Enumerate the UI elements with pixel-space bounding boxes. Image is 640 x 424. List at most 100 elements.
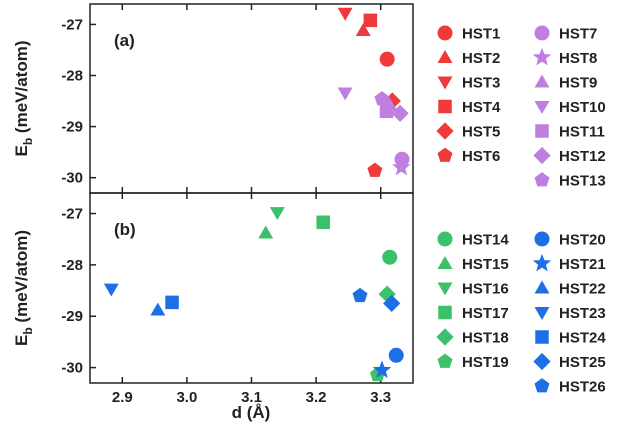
point-hst1 <box>379 51 395 67</box>
legend-marker <box>437 50 453 63</box>
legend-marker <box>436 328 454 346</box>
legend-item-hst23: HST23 <box>534 305 606 322</box>
panel-a: -27 -28 -29 -30 (a) Eb (meV/atom) <box>12 3 414 194</box>
point-hst13 <box>374 91 390 106</box>
legend-marker <box>533 146 551 165</box>
legend-item-hst14: HST14 <box>437 231 509 249</box>
point-hst25 <box>383 294 401 313</box>
legend-label: HST7 <box>559 26 597 43</box>
x-tick-label: 3.0 <box>176 389 197 406</box>
legend-marker <box>535 330 549 344</box>
legend-marker <box>437 282 453 296</box>
legend-marker <box>438 305 452 320</box>
legend-item-hst21: HST21 <box>532 253 606 273</box>
x-tick-label: 3.2 <box>306 389 327 406</box>
legend-label: HST19 <box>462 354 509 371</box>
legend-label: HST26 <box>559 379 606 396</box>
legend-item-hst18: HST18 <box>436 328 509 347</box>
legend-marker <box>437 256 453 269</box>
legend-item-hst16: HST16 <box>437 281 509 298</box>
legend-item-hst5: HST5 <box>436 122 500 141</box>
y-tick-label: -28 <box>61 257 83 274</box>
legend-label: HST9 <box>559 75 597 92</box>
legend-label: HST5 <box>462 124 500 141</box>
point-hst22 <box>150 302 166 316</box>
legend-marker <box>534 378 550 393</box>
point-hst12 <box>391 104 409 122</box>
legend-item-hst19: HST19 <box>437 353 509 371</box>
legend-item-hst3: HST3 <box>437 75 500 92</box>
legend-item-hst8: HST8 <box>532 47 597 67</box>
legend-marker <box>437 147 453 162</box>
legend-item-hst2: HST2 <box>437 50 500 67</box>
y-axis-label: Eb (meV/atom) <box>12 41 35 157</box>
legend-marker <box>437 76 453 90</box>
legend-item-hst13: HST13 <box>534 172 606 190</box>
y-tick-label: -28 <box>61 68 83 85</box>
legend-item-hst10: HST10 <box>534 99 606 116</box>
y-tick-label: -27 <box>61 16 83 33</box>
data-points <box>337 7 411 177</box>
legend-marker <box>535 124 549 138</box>
legend-label: HST10 <box>559 99 606 116</box>
legend-label: HST6 <box>462 148 500 165</box>
point-hst10 <box>337 87 353 101</box>
x-axis-label: d (Å) <box>232 403 271 422</box>
legend-marker <box>534 101 550 114</box>
point-hst7 <box>394 151 410 167</box>
legend-label: HST18 <box>462 330 509 347</box>
x-tick-label: 2.9 <box>112 389 133 406</box>
panel-label: (b) <box>114 220 136 239</box>
legend-label: HST20 <box>559 232 606 249</box>
legend-item-hst22: HST22 <box>534 280 606 298</box>
legend-marker <box>437 25 453 41</box>
y-tick-label: -30 <box>61 170 83 187</box>
legend-label: HST1 <box>462 26 500 43</box>
legend-marker <box>533 352 551 371</box>
legend-item-hst17: HST17 <box>438 305 509 322</box>
point-hst6 <box>367 162 383 177</box>
plot-frame <box>89 192 414 384</box>
point-hst4 <box>363 13 378 28</box>
legend-marker <box>534 172 550 187</box>
point-hst26 <box>352 287 368 303</box>
legend-label: HST16 <box>462 281 509 298</box>
legend-marker <box>534 280 550 294</box>
legend-label: HST11 <box>559 124 605 141</box>
point-hst23 <box>103 283 119 297</box>
legend-item-hst26: HST26 <box>534 378 606 396</box>
legend-item-hst7: HST7 <box>534 25 597 43</box>
legend-label: HST17 <box>462 305 509 322</box>
legend-label: HST14 <box>462 232 509 249</box>
legend: HST1 HST2 HST3 HST4 HST5 HST6 HST7 HST8 HST9 HST1… <box>436 25 606 396</box>
legend-label: HST2 <box>462 50 500 67</box>
legend-marker <box>532 253 552 272</box>
legend-label: HST8 <box>559 50 597 67</box>
y-tick-label: -30 <box>61 360 83 377</box>
point-hst15 <box>258 225 274 239</box>
panel-label: (a) <box>114 31 135 50</box>
legend-marker <box>534 25 550 41</box>
point-hst16 <box>269 207 285 221</box>
legend-label: HST24 <box>559 330 606 347</box>
legend-item-hst9: HST9 <box>534 74 597 92</box>
legend-marker <box>532 47 552 66</box>
y-tick-label: -29 <box>61 308 83 325</box>
legend-label: HST25 <box>559 354 606 371</box>
legend-label: HST12 <box>559 148 606 165</box>
legend-label: HST15 <box>462 256 509 273</box>
y-tick-label: -27 <box>61 206 83 223</box>
point-hst17 <box>316 215 330 230</box>
point-hst3 <box>337 7 353 21</box>
legend-item-hst12: HST12 <box>533 146 606 165</box>
legend-marker <box>438 99 452 114</box>
x-tick-label: 3.1 <box>241 389 262 406</box>
point-hst14 <box>382 249 398 265</box>
legend-item-hst6: HST6 <box>437 147 500 165</box>
point-hst20 <box>388 347 404 363</box>
legend-label: HST3 <box>462 75 500 92</box>
legend-marker <box>437 353 453 368</box>
y-tick-label: -29 <box>61 119 83 136</box>
y-axis-label: Eb (meV/atom) <box>12 230 35 346</box>
